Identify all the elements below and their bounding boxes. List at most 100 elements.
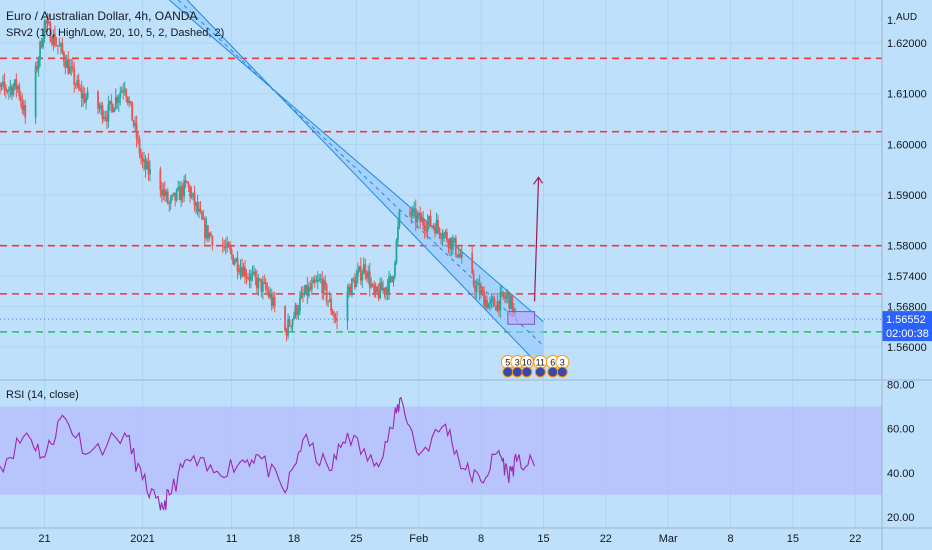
- candle-body: [432, 225, 435, 227]
- candle-body: [307, 287, 310, 297]
- candle-body: [367, 271, 370, 279]
- candle-body: [178, 187, 181, 201]
- candle-body: [168, 202, 171, 204]
- candle-body: [71, 66, 74, 69]
- candle-body: [449, 237, 451, 248]
- candle-body: [395, 240, 398, 263]
- candle-body: [261, 282, 264, 292]
- candle-body: [239, 267, 242, 273]
- candle-body: [392, 275, 395, 282]
- time-tick-label: 22: [849, 533, 861, 545]
- time-tick-label: Feb: [409, 533, 428, 545]
- candle-body: [19, 96, 22, 102]
- entry-zone-box[interactable]: [507, 311, 536, 325]
- event-flag-icon[interactable]: [556, 366, 568, 378]
- candle-body: [346, 291, 349, 321]
- candle-body: [229, 247, 232, 251]
- candle-body: [397, 226, 399, 241]
- candle-body: [238, 271, 240, 273]
- candle-body: [451, 240, 454, 250]
- candle-body: [408, 211, 411, 213]
- candle-body: [227, 242, 230, 248]
- rsi-band: [0, 406, 882, 495]
- rsi-tick-label: 20.00: [887, 512, 915, 524]
- channel-lower-line[interactable]: [186, 0, 544, 371]
- rsi-title: RSI (14, close): [6, 389, 79, 401]
- candle-body: [21, 101, 24, 110]
- candle-body: [204, 218, 206, 239]
- candle-body: [52, 33, 55, 45]
- candle-body: [57, 45, 59, 47]
- candle-body: [441, 237, 444, 239]
- candle-body: [434, 226, 436, 234]
- candle-body: [255, 277, 258, 289]
- candle-body: [303, 293, 306, 295]
- candle-body: [499, 292, 502, 311]
- candle-body: [123, 89, 126, 91]
- event-flag-icon[interactable]: [547, 366, 559, 378]
- candle-body: [104, 117, 107, 119]
- event-flag-icon[interactable]: [511, 366, 523, 378]
- price-tick-label: 1.56800: [887, 302, 927, 314]
- event-flag-icon[interactable]: [521, 366, 533, 378]
- candle-body: [119, 92, 122, 99]
- candle-body: [386, 287, 389, 294]
- candle-body: [394, 262, 396, 276]
- candle-body: [302, 292, 304, 295]
- candle-body: [389, 276, 392, 278]
- candle-body: [285, 330, 288, 336]
- event-flag-icon[interactable]: [534, 366, 546, 378]
- candle-body: [205, 225, 208, 239]
- candle-body: [254, 271, 257, 278]
- target-arrow[interactable]: [533, 177, 540, 302]
- candle-body: [6, 90, 9, 92]
- last-price-label: 1.56552: [886, 314, 926, 326]
- candle-body: [141, 158, 144, 162]
- candle-body: [489, 301, 491, 304]
- candle-body: [505, 295, 508, 299]
- candle-body: [503, 296, 506, 299]
- candle-body: [65, 59, 68, 68]
- candle-body: [322, 280, 325, 294]
- candle-body: [143, 159, 145, 162]
- candle-body: [232, 255, 235, 265]
- candle-body: [206, 225, 209, 239]
- candle-body: [120, 90, 123, 93]
- rsi-tick-label: 80.00: [887, 379, 915, 391]
- candle-body: [198, 208, 200, 212]
- candle-body: [149, 168, 151, 175]
- candle-body: [423, 225, 426, 231]
- candle-body: [414, 208, 417, 223]
- candle-body: [446, 232, 448, 241]
- candle-body: [98, 107, 101, 109]
- annotations[interactable]: 5 3 10 11 6 3: [500, 176, 570, 378]
- candle-body: [37, 59, 40, 70]
- candle-body: [382, 288, 384, 291]
- candle-body: [365, 272, 368, 279]
- candle-body: [108, 100, 111, 105]
- channel-upper-line[interactable]: [168, 0, 544, 323]
- candle-body: [315, 281, 318, 283]
- candle-body: [76, 80, 79, 86]
- event-flag-icon[interactable]: [502, 366, 514, 378]
- candle-body: [247, 277, 249, 279]
- candle-body: [376, 286, 379, 292]
- candle-body: [59, 43, 62, 46]
- price-tick-label: 1.57400: [887, 271, 927, 283]
- candle-body: [263, 282, 266, 284]
- candle-body: [45, 20, 47, 24]
- candle-body: [440, 235, 442, 239]
- candle-body: [460, 253, 463, 258]
- candle-body: [122, 90, 125, 92]
- candle-body: [172, 192, 175, 196]
- candle-body: [128, 101, 131, 103]
- candle-body: [250, 274, 252, 281]
- candle-body: [443, 232, 445, 238]
- event-badge-label: 5: [505, 358, 510, 368]
- candle-body: [208, 233, 211, 239]
- candle-body: [190, 194, 193, 197]
- candle-body: [49, 23, 52, 42]
- target-arrow-head[interactable]: [533, 176, 544, 185]
- candle-body: [490, 299, 493, 302]
